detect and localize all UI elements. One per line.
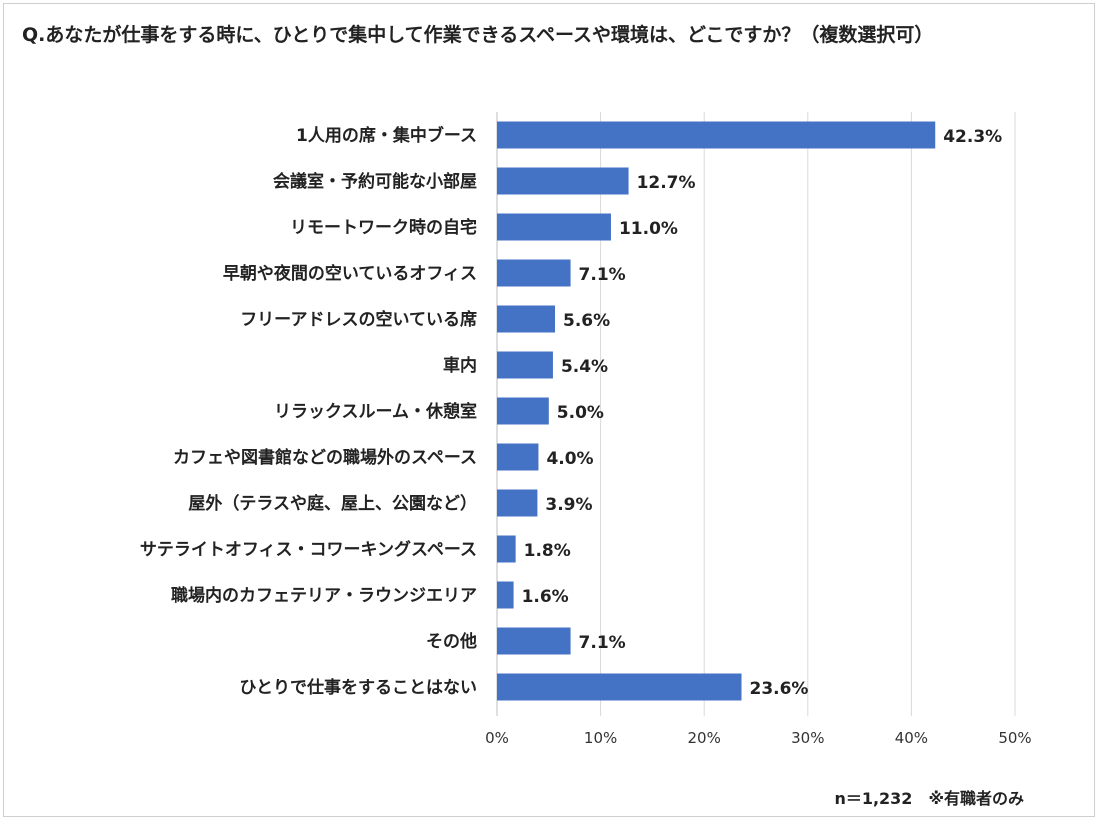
- data-label: 12.7%: [637, 173, 696, 193]
- data-label: 5.0%: [557, 403, 604, 423]
- category-label: その他: [426, 631, 477, 652]
- data-label: 11.0%: [619, 219, 678, 239]
- bar: [497, 581, 514, 609]
- chart-title: Q.あなたが仕事をする時に、ひとりで集中して作業できるスペースや環境は、どこです…: [22, 24, 934, 46]
- bar: [497, 305, 556, 333]
- category-label: カフェや図書館などの職場外のスペース: [173, 447, 477, 468]
- data-label: 4.0%: [546, 449, 593, 469]
- category-label: フリーアドレスの空いている席: [240, 309, 477, 330]
- data-label: 7.1%: [579, 633, 626, 653]
- x-axis-tick-labels: 0% 10% 20% 30% 40% 50%: [485, 729, 1032, 747]
- data-label: 7.1%: [579, 265, 626, 285]
- x-tick-label: 20%: [688, 729, 721, 747]
- bars: [497, 121, 936, 701]
- data-label: 5.4%: [561, 357, 608, 377]
- bar: [497, 121, 936, 149]
- x-tick-label: 50%: [998, 729, 1031, 747]
- data-label: 3.9%: [545, 495, 592, 515]
- x-tick-label: 10%: [584, 729, 617, 747]
- category-label: 会議室・予約可能な小部屋: [273, 171, 477, 192]
- x-tick-label: 0%: [485, 729, 509, 747]
- category-label: 1人用の席・集中ブース: [296, 125, 477, 146]
- bar: [497, 489, 538, 517]
- bar: [497, 397, 549, 425]
- bar: [497, 351, 553, 379]
- bar: [497, 167, 629, 195]
- category-label: ひとりで仕事をすることはない: [240, 677, 478, 698]
- category-label: 職場内のカフェテリア・ラウンジエリア: [171, 585, 477, 606]
- data-label: 1.8%: [524, 541, 571, 561]
- x-tick-label: 30%: [791, 729, 824, 747]
- category-label: リモートワーク時の自宅: [290, 217, 477, 238]
- category-label: リラックスルーム・休憩室: [274, 401, 477, 422]
- bar: [497, 673, 742, 701]
- category-label: サテライトオフィス・コワーキングスペース: [140, 539, 477, 560]
- value-labels: 42.3% 12.7% 11.0% 7.1% 5.6% 5.4% 5.0% 4.0% 3.9% 1…: [522, 127, 1003, 699]
- sample-size-note: n＝1,232 ※有職者のみ: [834, 789, 1024, 808]
- data-label: 5.6%: [563, 311, 610, 331]
- category-labels: 1人用の席・集中ブース会議室・予約可能な小部屋リモートワーク時の自宅早朝や夜間の…: [140, 125, 477, 698]
- bar: [497, 627, 571, 655]
- bar: [497, 213, 611, 241]
- bar: [497, 443, 539, 471]
- data-label: 1.6%: [522, 587, 569, 607]
- data-label: 23.6%: [749, 679, 808, 699]
- bar: [497, 535, 516, 563]
- category-label: 屋外（テラスや庭、屋上、公園など）: [188, 493, 477, 514]
- bar: [497, 259, 571, 287]
- category-label: 車内: [443, 355, 477, 376]
- data-label: 42.3%: [943, 127, 1002, 147]
- category-label: 早朝や夜間の空いているオフィス: [223, 263, 477, 284]
- x-tick-label: 40%: [895, 729, 928, 747]
